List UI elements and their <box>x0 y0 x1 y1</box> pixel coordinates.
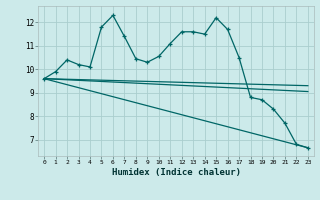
X-axis label: Humidex (Indice chaleur): Humidex (Indice chaleur) <box>111 168 241 177</box>
